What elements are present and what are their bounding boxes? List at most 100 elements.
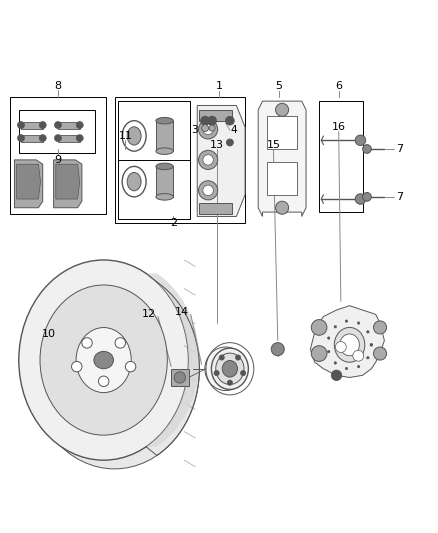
Text: 2: 2	[170, 218, 177, 228]
Bar	[267, 162, 297, 195]
Circle shape	[226, 139, 233, 146]
Circle shape	[271, 343, 284, 356]
Circle shape	[76, 135, 83, 142]
Circle shape	[71, 361, 82, 372]
Circle shape	[334, 326, 337, 328]
Circle shape	[203, 124, 213, 135]
Circle shape	[39, 122, 46, 128]
Circle shape	[236, 355, 240, 360]
Ellipse shape	[156, 148, 173, 155]
Ellipse shape	[216, 353, 244, 384]
Circle shape	[357, 322, 360, 325]
Polygon shape	[56, 164, 80, 199]
Ellipse shape	[205, 347, 246, 391]
Circle shape	[327, 337, 330, 340]
Text: 10: 10	[42, 329, 56, 339]
Circle shape	[334, 361, 337, 364]
Text: 7: 7	[396, 144, 403, 154]
Bar	[156, 166, 173, 197]
Bar	[267, 116, 297, 149]
Ellipse shape	[156, 163, 173, 169]
Bar	[19, 110, 95, 154]
Ellipse shape	[212, 348, 248, 390]
Ellipse shape	[76, 328, 131, 393]
Text: 4: 4	[231, 125, 237, 135]
Circle shape	[76, 122, 83, 128]
Ellipse shape	[336, 342, 346, 352]
Ellipse shape	[19, 260, 188, 460]
Bar	[58, 135, 80, 142]
Circle shape	[219, 355, 224, 360]
Text: 15: 15	[266, 140, 280, 150]
Circle shape	[54, 135, 61, 142]
Circle shape	[355, 194, 366, 204]
Circle shape	[99, 376, 109, 386]
Ellipse shape	[353, 350, 364, 361]
Text: 1: 1	[215, 81, 223, 91]
Circle shape	[370, 344, 373, 346]
Bar	[118, 101, 190, 219]
Text: 11: 11	[118, 131, 132, 141]
Text: 9: 9	[54, 155, 61, 165]
Circle shape	[125, 361, 136, 372]
Ellipse shape	[30, 269, 199, 469]
Polygon shape	[17, 164, 41, 199]
Ellipse shape	[127, 173, 141, 191]
Circle shape	[311, 346, 327, 361]
Text: 14: 14	[175, 307, 189, 317]
Ellipse shape	[94, 351, 113, 369]
Ellipse shape	[222, 360, 237, 377]
Circle shape	[227, 380, 233, 385]
Polygon shape	[311, 305, 385, 377]
Circle shape	[82, 338, 92, 348]
Circle shape	[174, 372, 185, 383]
Circle shape	[18, 122, 25, 128]
Circle shape	[363, 144, 371, 154]
Circle shape	[240, 370, 246, 376]
Circle shape	[276, 201, 289, 214]
Ellipse shape	[40, 285, 167, 435]
Circle shape	[367, 330, 369, 333]
Circle shape	[367, 357, 369, 359]
Circle shape	[374, 321, 387, 334]
Text: 13: 13	[210, 140, 224, 150]
Circle shape	[203, 185, 213, 196]
Bar	[115, 97, 245, 223]
Circle shape	[345, 367, 348, 370]
Bar	[319, 101, 363, 212]
Circle shape	[198, 150, 218, 169]
Text: 5: 5	[275, 81, 282, 91]
Ellipse shape	[334, 327, 365, 362]
Bar	[199, 204, 232, 214]
Text: 6: 6	[335, 81, 342, 91]
Circle shape	[331, 370, 342, 381]
Bar	[21, 135, 43, 142]
Bar	[21, 122, 43, 128]
Circle shape	[311, 320, 327, 335]
Bar	[10, 97, 106, 214]
Circle shape	[203, 155, 213, 165]
Text: 16: 16	[332, 122, 346, 132]
Circle shape	[39, 135, 46, 142]
Bar	[171, 369, 188, 386]
Polygon shape	[258, 101, 306, 216]
Circle shape	[355, 135, 366, 146]
Polygon shape	[14, 160, 43, 208]
Circle shape	[208, 116, 216, 125]
Circle shape	[198, 181, 218, 200]
Bar	[199, 110, 232, 120]
Circle shape	[357, 365, 360, 368]
Circle shape	[209, 125, 215, 131]
Bar	[156, 120, 173, 151]
Ellipse shape	[127, 127, 141, 145]
Circle shape	[54, 122, 61, 128]
Circle shape	[198, 120, 218, 139]
Bar	[58, 122, 80, 128]
Circle shape	[345, 320, 348, 322]
Circle shape	[201, 125, 208, 132]
Ellipse shape	[156, 193, 173, 200]
Text: 7: 7	[396, 192, 403, 202]
Ellipse shape	[156, 117, 173, 124]
Circle shape	[370, 344, 373, 346]
Circle shape	[18, 135, 25, 142]
